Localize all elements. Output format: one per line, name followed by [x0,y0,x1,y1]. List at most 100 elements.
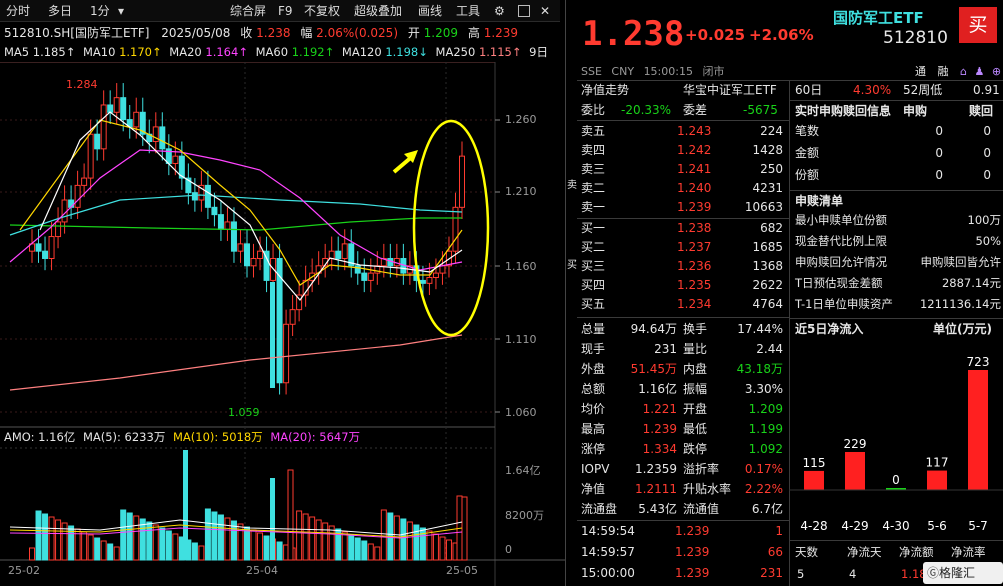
low-marker-text: 1.059 [228,406,260,419]
bid-volume: 2622 [752,278,783,292]
flow-foot-value: 5 [797,567,805,581]
inflow-value: 115 [803,456,826,470]
list-value: 申购赎回皆允许 [920,255,1002,269]
week52-value: 0.91 [973,83,1000,97]
bid-volume: 4764 [752,297,783,311]
low-marker: 1.059 [228,404,260,422]
price-tick: 1.110 [505,333,537,346]
price-tick: 1.260 [505,113,537,126]
window-icon[interactable] [518,5,530,17]
interval-select[interactable]: 1分 [90,4,110,18]
nav-title[interactable]: 净值走势 [581,83,630,97]
stat-label: 跌停 [683,442,708,456]
close-icon[interactable]: ✕ [540,4,551,18]
list-value: 2887.14元 [941,276,1001,290]
inflow-bar [968,370,988,490]
ma-line: MA5 1.185↑ MA10 1.170↑ MA20 1.164↑ MA60 … [4,43,548,61]
chart-toolbar: 分时 多日 1分 ▾ 综合屏 F9 不复权 超级叠加 画线 工具 ⚙ ✕ [0,0,560,22]
stat-label: 涨停 [581,442,606,456]
close-label: 收 [240,26,253,40]
ask-volume: 1428 [752,143,783,157]
user-icon[interactable]: ♟ [974,65,985,78]
vol-ma20: MA(20): 5647万 [270,430,361,444]
super-overlay-button[interactable]: 超级叠加 [354,4,403,18]
price-tick: 1.060 [505,406,537,419]
high-label: 高 [467,26,480,40]
bid-volume: 682 [760,221,783,235]
stat-value: 43.18万 [736,362,783,376]
tab-fenshi[interactable]: 分时 [6,4,31,18]
ask-price: 1.239 [677,200,712,214]
bid-volume: 1368 [752,259,783,273]
stat-label: 量比 [683,342,708,356]
security-name: 国防军工ETF [833,9,924,27]
stat-value: 1.16亿 [638,382,677,396]
amp-value: 2.06%(0.025) [316,26,398,40]
week52-label: 52周低 [903,83,943,97]
redeem-list: 最小申赎单位份额 100万 现金替代比例上限 50% 申购赎回允许情况 申购赎回皆允许 T日… [789,211,1003,321]
tick-time: 15:00:00 [581,566,635,580]
draw-line-button[interactable]: 画线 [418,4,443,18]
stat-value: 3.30% [744,382,783,396]
inflow-value: 117 [926,456,949,470]
f9-button[interactable]: F9 [278,4,293,18]
bid-price: 1.234 [677,297,712,311]
ask-price: 1.240 [677,181,712,195]
chevron-down-icon[interactable]: ▾ [118,4,125,18]
settings-icon[interactable]: ⚙ [494,4,505,18]
high-value: 1.239 [483,26,519,40]
no-adjust-button[interactable]: 不复权 [304,4,341,18]
composite-screen-button[interactable]: 综合屏 [230,4,267,18]
tick-volume: 1 [775,524,783,538]
ask-book: 卖五 1.243 224 卖四 1.242 1428 卖三 1.241 250 卖二 1.240 42… [567,122,789,217]
stat-label: 开盘 [683,402,708,416]
bid-label: 买二 [581,240,606,254]
rong-badge: 融 [937,65,949,78]
ask-label: 卖四 [581,143,606,157]
redeem-rows: 笔数 0 0 金额 0 0 份额 0 0 [789,122,1003,188]
buy-button[interactable]: 买 [959,7,997,43]
tick-price: 1.239 [675,524,710,538]
ma60-label: MA60 [255,45,289,59]
stat-label: 振幅 [683,382,708,396]
stats-table: 总量 94.64万 换手 17.44% 现手 231 量比 2.44 外盘 51.45万 内盘 43.… [577,320,789,520]
stat-value: 94.64万 [630,322,677,336]
bid-label: 买一 [581,221,606,235]
ask-price: 1.241 [677,162,712,176]
stat-label: 换手 [683,322,708,336]
stat-value: 1.239 [642,422,677,436]
days-select[interactable]: 9日 [529,45,548,59]
stat-label: 最低 [683,422,708,436]
amp-label: 幅 [300,26,313,40]
ask-volume: 250 [760,162,783,176]
candlestick-chart[interactable] [0,0,565,586]
flow-foot-label: 净流率 [951,545,986,559]
ma20-value: 1.164↑ [205,45,248,59]
high-marker-text: 1.284 [66,78,98,91]
stat-value: 17.44% [737,322,783,336]
alert-icon[interactable]: ⌂ [960,65,967,78]
ask-label: 卖一 [581,200,606,214]
chart-panel[interactable]: 分时 多日 1分 ▾ 综合屏 F9 不复权 超级叠加 画线 工具 ⚙ ✕ 512… [0,0,565,586]
list-title: 申赎清单 [795,194,844,208]
open-label: 开 [407,26,420,40]
tab-multi-day[interactable]: 多日 [48,4,73,18]
bid-price: 1.235 [677,278,712,292]
exchange: SSE [581,65,602,78]
bid-volume: 1685 [752,240,783,254]
list-label: T日预估现金差额 [795,276,883,290]
flow-unit: 单位(万元) [933,322,992,336]
plus-icon[interactable]: ⊕ [991,65,1002,78]
fund-name: 华宝中证军工ETF [683,83,777,97]
stat-value: 231 [654,342,677,356]
bid-price: 1.238 [677,221,712,235]
stat-value: 2.22% [744,482,783,496]
stat-value: 1.209 [748,402,783,416]
price-tick: 1.160 [505,260,537,273]
ask-label: 卖二 [581,181,606,195]
inflow-value: 723 [967,355,990,369]
bid-book: 买一 1.238 682 买二 1.237 1685 买三 1.236 1368 买四 1.235 2… [567,219,789,314]
logo-icon: Ⓖ [927,566,940,580]
open-value: 1.209 [423,26,459,40]
tools-button[interactable]: 工具 [456,4,481,18]
